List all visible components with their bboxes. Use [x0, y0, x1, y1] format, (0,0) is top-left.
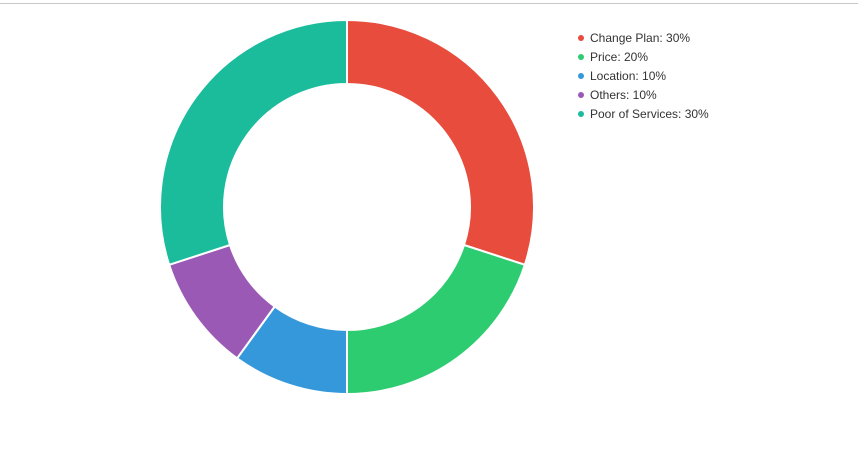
top-divider	[0, 3, 858, 4]
legend-dot-icon	[578, 53, 584, 60]
legend-label: Change Plan: 30%	[590, 30, 691, 45]
legend-label: Price: 20%	[590, 49, 649, 64]
legend-item-price[interactable]: Price: 20%	[578, 47, 709, 66]
legend-item-location[interactable]: Location: 10%	[578, 66, 709, 85]
legend-item-poor-of-services[interactable]: Poor of Services: 30%	[578, 104, 709, 123]
legend-label: Poor of Services: 30%	[590, 106, 709, 121]
legend-item-change-plan[interactable]: Change Plan: 30%	[578, 28, 709, 47]
legend-dot-icon	[578, 34, 584, 41]
legend-dot-icon	[578, 110, 584, 117]
slice-price[interactable]	[346, 243, 527, 396]
legend-dot-icon	[578, 91, 584, 98]
slice-change-plan[interactable]	[346, 18, 535, 267]
donut-slices	[159, 18, 535, 396]
legend-label: Others: 10%	[590, 87, 657, 102]
legend-dot-icon	[578, 72, 584, 79]
legend-item-others[interactable]: Others: 10%	[578, 85, 709, 104]
slice-poor-of-services[interactable]	[159, 18, 348, 267]
chart-legend: Change Plan: 30% Price: 20% Location: 10% O…	[578, 28, 709, 123]
legend-label: Location: 10%	[590, 68, 667, 83]
